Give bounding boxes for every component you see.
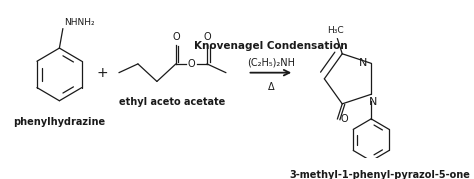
Text: N: N bbox=[369, 97, 377, 107]
Text: N: N bbox=[358, 58, 367, 68]
Text: phenylhydrazine: phenylhydrazine bbox=[13, 117, 105, 127]
Text: O: O bbox=[341, 114, 348, 124]
Text: NHNH₂: NHNH₂ bbox=[64, 18, 94, 27]
Text: 3-methyl-1-phenyl-pyrazol-5-one: 3-methyl-1-phenyl-pyrazol-5-one bbox=[289, 170, 470, 179]
Text: ethyl aceto acetate: ethyl aceto acetate bbox=[119, 97, 226, 107]
Text: O: O bbox=[172, 32, 180, 42]
Text: Knovenagel Condensation: Knovenagel Condensation bbox=[194, 41, 347, 51]
Text: O: O bbox=[188, 59, 195, 69]
Text: H₃C: H₃C bbox=[328, 26, 344, 35]
Text: (C₂H₅)₂NH: (C₂H₅)₂NH bbox=[247, 57, 295, 67]
Text: +: + bbox=[97, 66, 109, 80]
Text: O: O bbox=[203, 32, 211, 42]
Text: Δ: Δ bbox=[267, 82, 274, 92]
